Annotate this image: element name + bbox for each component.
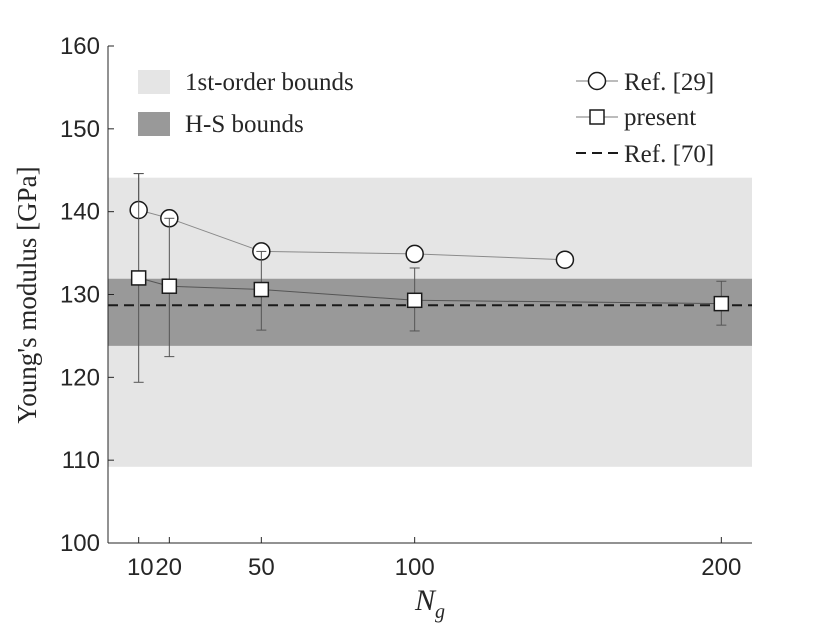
x-tick-label: 20 — [155, 554, 182, 581]
y-tick-label: 150 — [60, 116, 100, 143]
legend-series: Ref. [29] present Ref. [70] — [576, 69, 714, 168]
y-tick-label: 130 — [60, 282, 100, 309]
x-axis-label-main: N — [414, 584, 437, 617]
y-tick-label: 100 — [60, 530, 100, 557]
x-tick-label: 100 — [395, 554, 435, 581]
bound-bands — [108, 177, 752, 467]
present-marker — [253, 281, 270, 298]
y-tick-label: 140 — [60, 199, 100, 226]
axes — [107, 45, 752, 544]
present-marker — [161, 278, 178, 294]
present-marker — [130, 270, 147, 286]
data-series — [129, 173, 730, 383]
legend-label-ref70: Ref. [70] — [624, 141, 714, 168]
present-marker — [713, 295, 730, 312]
y-tick-label: 110 — [62, 447, 100, 474]
y-tick-label: 160 — [60, 33, 100, 60]
x-tick-label: 200 — [701, 554, 741, 581]
band-hs-bounds — [108, 278, 752, 346]
y-tick-label: 120 — [60, 364, 100, 391]
x-axis-label-subscript: g — [435, 601, 445, 623]
present-marker — [406, 292, 423, 309]
legend-bands: 1st-order bounds H-S bounds — [138, 69, 354, 138]
legend-label-1st-order: 1st-order bounds — [185, 69, 354, 96]
legend-label-present: present — [624, 104, 696, 131]
ref29-marker — [405, 244, 424, 264]
legend-label-ref29: Ref. [29] — [624, 69, 714, 96]
legend-swatch-hs — [138, 112, 170, 136]
x-tick-label: 10 — [127, 554, 154, 581]
x-tick-label: 50 — [248, 554, 275, 581]
y-axis-label: Young's modulus [GPa] — [12, 166, 42, 423]
legend-marker-present — [589, 109, 605, 125]
legend-swatch-1st-order — [138, 70, 170, 94]
x-axis-label: Ng — [414, 584, 445, 623]
tick-labels: 100 110 120 130 140 150 160 10 20 50 100 200 — [60, 33, 741, 581]
ref29-marker — [555, 250, 575, 269]
legend-label-hs: H-S bounds — [185, 111, 304, 138]
legend-marker-ref29 — [587, 71, 607, 91]
